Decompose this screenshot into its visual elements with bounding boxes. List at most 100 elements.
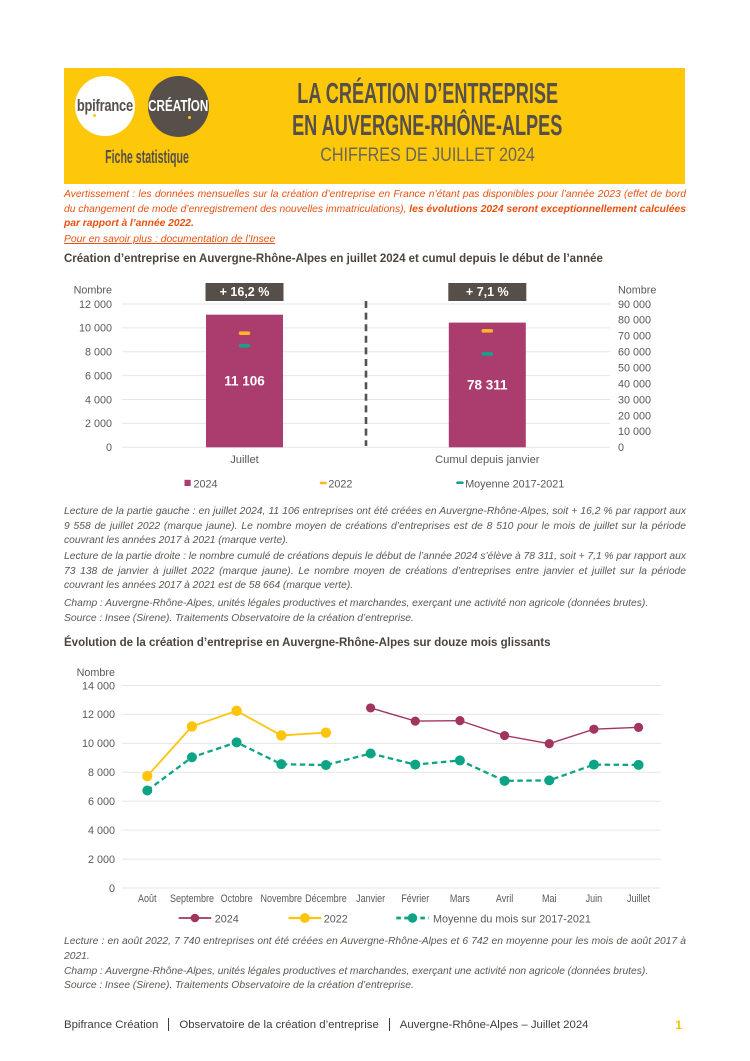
right-axis-tick-label: 90 000	[618, 299, 651, 311]
legend-point-Moyenne du mois sur 2017-2021	[407, 913, 418, 923]
warning-notice: Avertissement : les données mensuelles s…	[64, 188, 686, 232]
point-Moyenne du mois sur 2017-2021	[276, 759, 287, 770]
bpifrance-logo-dot-icon	[92, 113, 96, 117]
chart1-title: Création d’entreprise en Auvergne-Rhône-…	[64, 253, 603, 265]
left-axis-tick-label: 10 000	[79, 323, 112, 335]
month-label: Juin	[586, 893, 603, 905]
legend-label-Moyenne du mois sur 2017-2021: Moyenne du mois sur 2017-2021	[433, 913, 591, 925]
legend-point-2022	[300, 913, 310, 923]
page-title-line2-text: EN AUVERGNE-RHÔNE-ALPES	[292, 110, 563, 143]
point-2022	[231, 705, 242, 717]
month-label: Décembre	[305, 893, 347, 905]
right-axis-tick-label: 0	[618, 442, 624, 454]
banner-titles: LA CRÉATION D’ENTREPRISE EN AUVERGNE-RHÔ…	[210, 68, 645, 184]
right-axis-tick-label: 10 000	[618, 426, 651, 438]
right-axis-tick-label: 30 000	[618, 394, 651, 406]
point-2024	[410, 716, 420, 726]
legend-label-2024: 2024	[194, 478, 218, 490]
month-label: Septembre	[170, 893, 215, 905]
footer-item-region-date: Auvergne-Rhône-Alpes – Juillet 2024	[399, 1018, 589, 1031]
legend-marker-2024	[184, 479, 191, 486]
line-Moyenne du mois sur 2017-2021	[146, 741, 639, 792]
marker-2022	[238, 331, 251, 335]
creation-logo: CRÉATION	[148, 76, 209, 137]
left-axis-tick-label: 6 000	[88, 796, 115, 808]
right-axis-tick-label: 50 000	[618, 362, 651, 374]
legend-point-2024	[190, 913, 200, 923]
chart2-title: Évolution de la création d’entreprise en…	[64, 637, 551, 649]
creation-logo-text: CRÉATION	[148, 97, 209, 115]
point-2024	[366, 703, 376, 713]
legend-marker-2022	[319, 481, 327, 485]
page-title-line1: LA CRÉATION D’ENTREPRISE	[210, 78, 645, 111]
point-Moyenne du mois sur 2017-2021	[231, 737, 242, 748]
month-label: Novembre	[261, 893, 303, 905]
bar-2024	[448, 322, 526, 448]
category-label: Juillet	[230, 454, 259, 466]
creation-logo-dot-bottom-icon	[188, 115, 192, 119]
footer-separator	[388, 1018, 390, 1031]
right-axis-tick-label: 60 000	[618, 347, 651, 359]
right-axis-tick-label: 70 000	[618, 331, 651, 343]
left-axis-tick-label: 12 000	[79, 299, 112, 311]
chart1-source: Source : Insee (Sirene). Traitements Obs…	[64, 612, 414, 624]
month-label: Février	[401, 893, 430, 905]
point-2022	[142, 770, 153, 782]
bar-2024	[206, 314, 283, 448]
month-label: Mai	[542, 893, 557, 905]
point-Moyenne du mois sur 2017-2021	[544, 775, 555, 786]
page-number: 1	[675, 1017, 682, 1032]
month-label: Octobre	[221, 893, 254, 905]
month-label: Août	[138, 893, 157, 905]
insee-documentation-link[interactable]: Pour en savoir plus : documentation de l…	[64, 234, 276, 245]
evolution-badge	[205, 283, 284, 301]
category-label: Cumul depuis janvier	[435, 454, 540, 466]
marker-moyenne	[481, 352, 494, 356]
fiche-statistique-label: Fiche statistique	[105, 146, 189, 167]
right-axis-tick-label: 20 000	[618, 410, 651, 422]
left-axis-tick-label: 10 000	[82, 738, 115, 750]
bpifrance-logo: bpifrance	[75, 76, 135, 136]
left-axis-tick-label: 8 000	[88, 767, 115, 779]
bar-value-label: 11 106	[224, 373, 265, 388]
left-axis-tick-label: 0	[106, 442, 112, 454]
right-axis-tick-label: 80 000	[618, 315, 651, 327]
evolution-badge-label: + 7,1 %	[466, 285, 509, 299]
point-Moyenne du mois sur 2017-2021	[454, 755, 465, 766]
point-Moyenne du mois sur 2017-2021	[365, 748, 376, 759]
point-Moyenne du mois sur 2017-2021	[410, 759, 421, 770]
month-label: Avril	[496, 893, 513, 905]
legend-label-2022: 2022	[324, 913, 348, 925]
marker-2022	[481, 329, 494, 333]
footer-separator	[168, 1018, 170, 1031]
point-Moyenne du mois sur 2017-2021	[186, 752, 197, 763]
line-chart: Nombre 0 2 000 4 000 6 000 8 000 10 000 12 000 1…	[77, 667, 661, 925]
warning-notice-bold: les évolutions 2024 seront exceptionnell…	[64, 203, 686, 230]
left-axis-tick-label: 2 000	[85, 418, 112, 430]
month-label: Juillet	[627, 893, 650, 905]
legend-marker-moyenne	[456, 481, 464, 484]
bar-chart: Nombre 0 2 000 4 000 6 000 8 000 10 000 12 000 N…	[74, 283, 656, 490]
left-axis-tick-label: 14 000	[82, 680, 115, 692]
left-axis-tick-label: 12 000	[82, 709, 115, 721]
legend-label-2024: 2024	[215, 913, 239, 925]
bar-value-label: 78 311	[467, 377, 508, 392]
chart2-source: Source : Insee (Sirene). Traitements Obs…	[64, 980, 414, 991]
right-axis-title: Nombre	[618, 285, 656, 297]
page-subtitle: CHIFFRES DE JUILLET 2024	[210, 145, 645, 167]
chart1-lecture-right: Lecture de la partie droite : le nombre …	[64, 551, 686, 591]
point-2024	[544, 739, 554, 749]
footer-item-observatory: Observatoire de la création d’entreprise	[179, 1018, 379, 1031]
left-axis-tick-label: 4 000	[85, 394, 112, 406]
point-2022	[276, 730, 287, 741]
marker-moyenne	[238, 343, 251, 348]
header-banner: bpifrance CRÉATION Fiche statistique LA …	[64, 68, 685, 184]
point-Moyenne du mois sur 2017-2021	[633, 759, 644, 770]
left-axis-tick-label: 8 000	[85, 347, 112, 359]
point-2022	[320, 727, 332, 738]
left-axis-tick-label: 6 000	[85, 370, 112, 382]
month-label: Janvier	[356, 893, 386, 905]
point-Moyenne du mois sur 2017-2021	[499, 775, 510, 786]
point-Moyenne du mois sur 2017-2021	[142, 785, 153, 796]
